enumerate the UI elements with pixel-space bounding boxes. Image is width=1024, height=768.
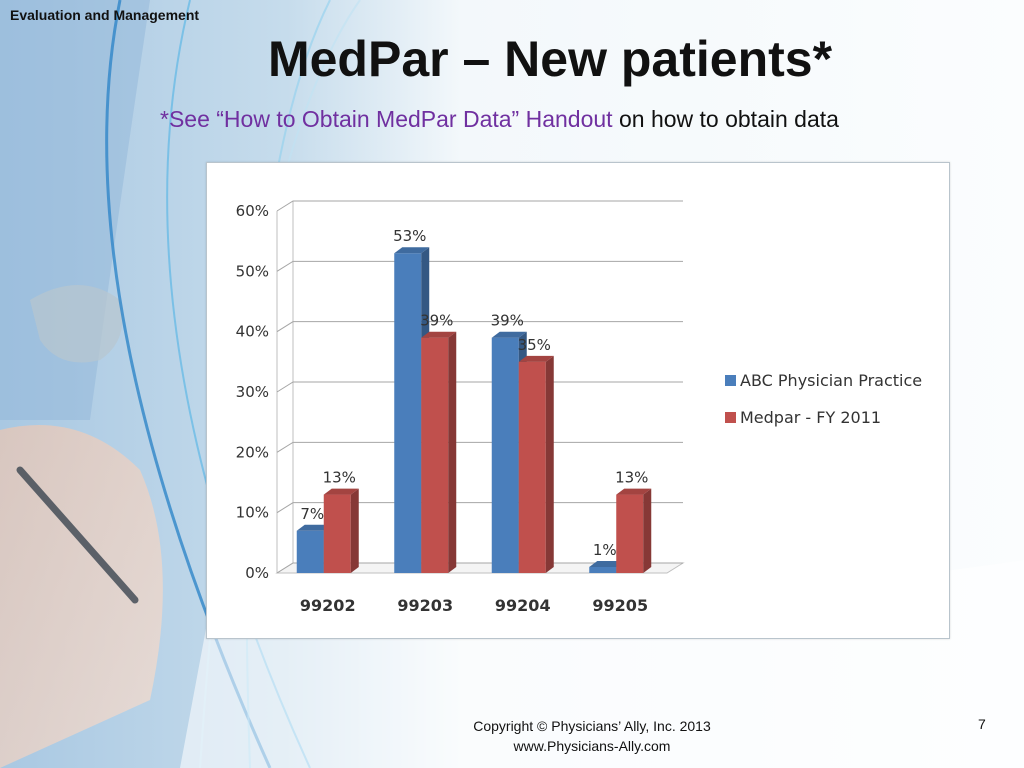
bar-side <box>350 488 359 573</box>
legend-label: ABC Physician Practice <box>740 371 922 390</box>
bar-top <box>421 331 457 338</box>
y-tick-label: 40% <box>236 323 269 341</box>
bar-front <box>421 337 449 573</box>
gridline <box>276 200 683 212</box>
gridline <box>276 441 683 453</box>
bar-front <box>616 494 644 573</box>
data-label: 53% <box>393 227 426 245</box>
legend-swatch <box>725 412 736 423</box>
chart-panel: 0% 10% 20% 30% 40% 50% 60% 7% 13% 99202 53% 39% 9920… <box>206 162 950 639</box>
gridline <box>276 381 683 393</box>
footer: Copyright © Physicians’ Ally, Inc. 2013 … <box>400 716 784 756</box>
x-tick-label: 99205 <box>592 596 648 615</box>
y-tick-label: 50% <box>236 262 269 280</box>
y-tick-label: 10% <box>236 504 269 522</box>
data-label: 39% <box>420 312 453 330</box>
y-tick-label: 30% <box>236 383 269 401</box>
bar-front <box>518 361 546 573</box>
data-label: 13% <box>323 469 356 487</box>
data-label: 39% <box>491 312 524 330</box>
bar-front <box>323 494 351 573</box>
bar-top <box>589 560 625 567</box>
x-tick-label: 99204 <box>495 596 551 615</box>
y-tick-label: 60% <box>236 202 269 220</box>
bar-top <box>518 355 554 362</box>
slide-title: MedPar – New patients* <box>267 31 833 87</box>
handout-reference: *See “How to Obtain MedPar Data” Handout <box>160 106 613 132</box>
bar-front <box>589 566 617 573</box>
website-text: www.Physicians-Ally.com <box>513 738 671 754</box>
bar-side <box>448 331 457 573</box>
gridline <box>276 321 683 333</box>
y-tick-label: 20% <box>236 443 269 461</box>
page-number: 7 <box>978 716 986 732</box>
bar-front <box>491 337 519 573</box>
subtitle-rest: on how to obtain data <box>612 106 839 132</box>
bar-chart: 0% 10% 20% 30% 40% 50% 60% 7% 13% 99202 53% 39% 9920… <box>236 200 922 615</box>
legend-label: Medpar - FY 2011 <box>740 408 881 427</box>
bar-top <box>491 331 527 338</box>
data-label: 7% <box>300 505 324 523</box>
section-label: Evaluation and Management <box>10 7 200 23</box>
y-tick-label: 0% <box>245 564 269 582</box>
bar-side <box>643 488 652 573</box>
x-tick-label: 99202 <box>300 596 356 615</box>
copyright-text: Copyright © Physicians’ Ally, Inc. 2013 <box>473 718 711 734</box>
bar-top <box>616 488 652 495</box>
data-label: 13% <box>615 469 648 487</box>
x-tick-label: 99203 <box>397 596 453 615</box>
data-label: 35% <box>518 336 551 354</box>
bar-front <box>296 530 324 573</box>
bar-front <box>394 253 422 573</box>
bar-side <box>545 355 554 573</box>
bar-top <box>296 524 332 531</box>
gridline <box>276 260 683 272</box>
slide-subtitle: *See “How to Obtain MedPar Data” Handout… <box>160 106 839 133</box>
bar-top <box>323 488 359 495</box>
data-label: 1% <box>593 541 617 559</box>
legend-swatch <box>725 375 736 386</box>
bar-top <box>394 247 430 254</box>
